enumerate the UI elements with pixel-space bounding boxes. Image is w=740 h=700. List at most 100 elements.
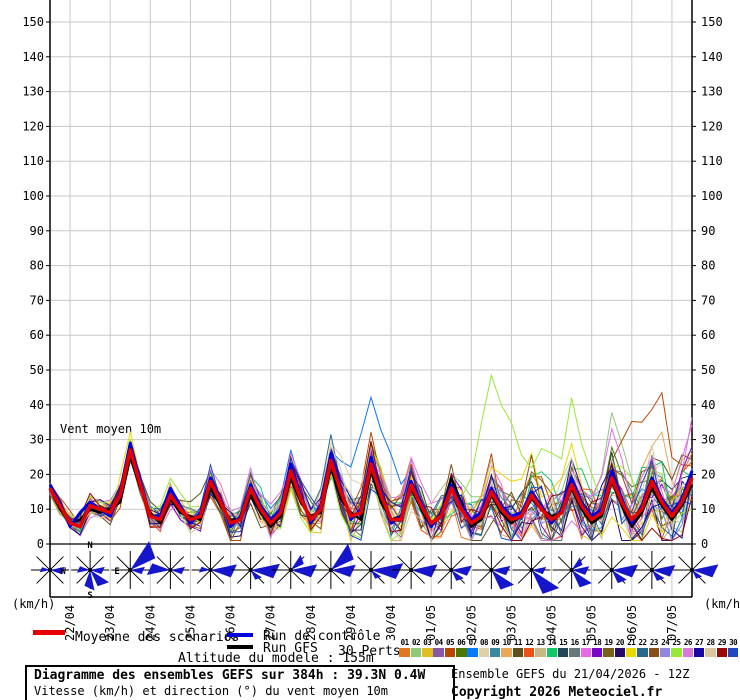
pert-number: 29 bbox=[717, 638, 727, 647]
rose-wind-wedge bbox=[451, 565, 472, 576]
pert-swatch-09: 09 bbox=[490, 639, 501, 657]
pert-swatch-04: 04 bbox=[433, 639, 444, 657]
pert-swatch-02: 02 bbox=[410, 639, 422, 657]
rose-center-dot bbox=[248, 568, 253, 572]
y-axis-label-left: 100 bbox=[22, 189, 44, 203]
date-label: 06/05 bbox=[625, 605, 639, 641]
y-axis-label-left: 80 bbox=[30, 259, 44, 273]
pert-number: 28 bbox=[706, 638, 716, 647]
wind-rose bbox=[552, 551, 592, 589]
pert-color bbox=[433, 648, 444, 657]
wind-rose bbox=[31, 551, 69, 589]
pert-color bbox=[478, 648, 490, 657]
pert-color bbox=[558, 648, 569, 657]
wind-rose bbox=[512, 551, 560, 594]
pert-number: 11 bbox=[513, 638, 523, 647]
pert-swatch-08: 08 bbox=[478, 638, 490, 657]
rose-wind-wedge bbox=[571, 557, 583, 570]
wind-rose bbox=[111, 541, 156, 589]
pert-color bbox=[592, 648, 603, 657]
rose-center-dot bbox=[609, 568, 614, 572]
rose-wind-wedge bbox=[571, 566, 590, 575]
diagram-title: Diagramme des ensembles GEFS sur 384h : … bbox=[34, 668, 426, 683]
y-axis-label-right: 80 bbox=[701, 259, 715, 273]
altitude-note: Altitude du modele : 155m bbox=[178, 651, 374, 666]
pert-number: 12 bbox=[525, 638, 534, 647]
rose-center-dot bbox=[88, 568, 93, 572]
pert-swatch-26: 26 bbox=[682, 638, 694, 657]
pert-number: 08 bbox=[479, 638, 489, 647]
wind-rose bbox=[472, 551, 514, 590]
ensemble-chart: 0 0 10 10 20 20 30 30 40 40 50 50 60 60 70 70 80 80 90 90 10… bbox=[12, 0, 740, 641]
pert-number: 14 bbox=[547, 638, 557, 647]
rose-center-dot bbox=[690, 568, 694, 572]
y-axis-label-right: 50 bbox=[701, 363, 715, 377]
y-axis-label-left: 150 bbox=[22, 15, 44, 29]
pert-color bbox=[422, 648, 433, 657]
pert-color bbox=[614, 648, 626, 657]
rose-wind-wedge bbox=[39, 567, 50, 573]
rose-wind-wedge bbox=[210, 564, 237, 578]
pert-swatch-19: 19 bbox=[603, 639, 614, 657]
pert-number: 17 bbox=[581, 638, 591, 647]
y-axis-label-right: 150 bbox=[701, 15, 723, 29]
date-label: 22/04 bbox=[63, 605, 77, 641]
y-axis-label-left: 140 bbox=[22, 50, 44, 64]
rose-wind-wedge bbox=[692, 564, 719, 578]
y-axis-label-right: 100 bbox=[701, 189, 723, 203]
rose-center-dot bbox=[529, 568, 534, 572]
pert-color bbox=[512, 648, 524, 657]
pert-swatch-27: 27 bbox=[694, 639, 705, 657]
pert-swatch-22: 22 bbox=[637, 639, 648, 657]
pert-swatch-17: 17 bbox=[580, 638, 592, 657]
y-axis-label-left: 0 bbox=[37, 537, 44, 551]
y-axis-label-left: 60 bbox=[30, 328, 44, 342]
pert-swatch-20: 20 bbox=[614, 638, 626, 657]
pert-swatch-25: 25 bbox=[671, 639, 682, 657]
run-info: Ensemble GEFS du 21/04/2026 - 12Z bbox=[451, 667, 690, 681]
y-axis-label-right: 70 bbox=[701, 293, 715, 307]
date-label: 07/05 bbox=[665, 605, 679, 641]
y-axis-label-right: 90 bbox=[701, 224, 715, 238]
pert-color bbox=[603, 648, 614, 657]
legend-control-label: Run de contrôle bbox=[263, 629, 381, 644]
wind-rose bbox=[632, 551, 676, 589]
pert-number: 26 bbox=[683, 638, 693, 647]
pert-swatch-18: 18 bbox=[592, 639, 603, 657]
rose-center-dot bbox=[449, 568, 454, 572]
pert-swatch-11: 11 bbox=[512, 638, 524, 657]
pert-number: 06 bbox=[457, 638, 466, 647]
date-label: 27/04 bbox=[264, 605, 278, 641]
rose-wind-wedge bbox=[411, 564, 438, 578]
chart-annotation: Vent moyen 10m bbox=[60, 422, 161, 436]
pert-color bbox=[716, 648, 728, 657]
pert-number: 20 bbox=[615, 638, 625, 647]
pert-swatch-23: 23 bbox=[648, 639, 660, 657]
y-axis-label-right: 130 bbox=[701, 85, 723, 99]
rose-center-dot bbox=[489, 568, 494, 572]
pert-number: 30 bbox=[729, 638, 738, 647]
wind-rose bbox=[271, 551, 318, 589]
wind-rose bbox=[592, 551, 639, 589]
rose-wind-wedge bbox=[84, 570, 95, 591]
y-axis-label-left: 130 bbox=[22, 85, 44, 99]
rose-wind-wedge bbox=[371, 570, 382, 579]
compass-label: E bbox=[114, 567, 119, 577]
y-axis-label-left: 40 bbox=[30, 398, 44, 412]
y-axis-label-left: 10 bbox=[30, 502, 44, 516]
pert-color bbox=[727, 648, 739, 657]
pert-color bbox=[648, 648, 660, 657]
wind-rose bbox=[673, 551, 719, 589]
date-label: 25/04 bbox=[183, 605, 197, 641]
pert-color bbox=[490, 648, 501, 657]
y-axis-label-right: 140 bbox=[701, 50, 723, 64]
date-label: 23/04 bbox=[103, 605, 117, 641]
pert-number: 19 bbox=[604, 638, 614, 647]
rose-wind-wedge bbox=[250, 563, 280, 579]
rose-wind-wedge bbox=[90, 570, 109, 587]
legend-control-swatch bbox=[227, 633, 253, 637]
pert-swatch-06: 06 bbox=[456, 639, 467, 657]
pert-color bbox=[671, 648, 682, 657]
pert-swatch-24: 24 bbox=[660, 639, 671, 657]
rose-center-dot bbox=[48, 568, 52, 572]
